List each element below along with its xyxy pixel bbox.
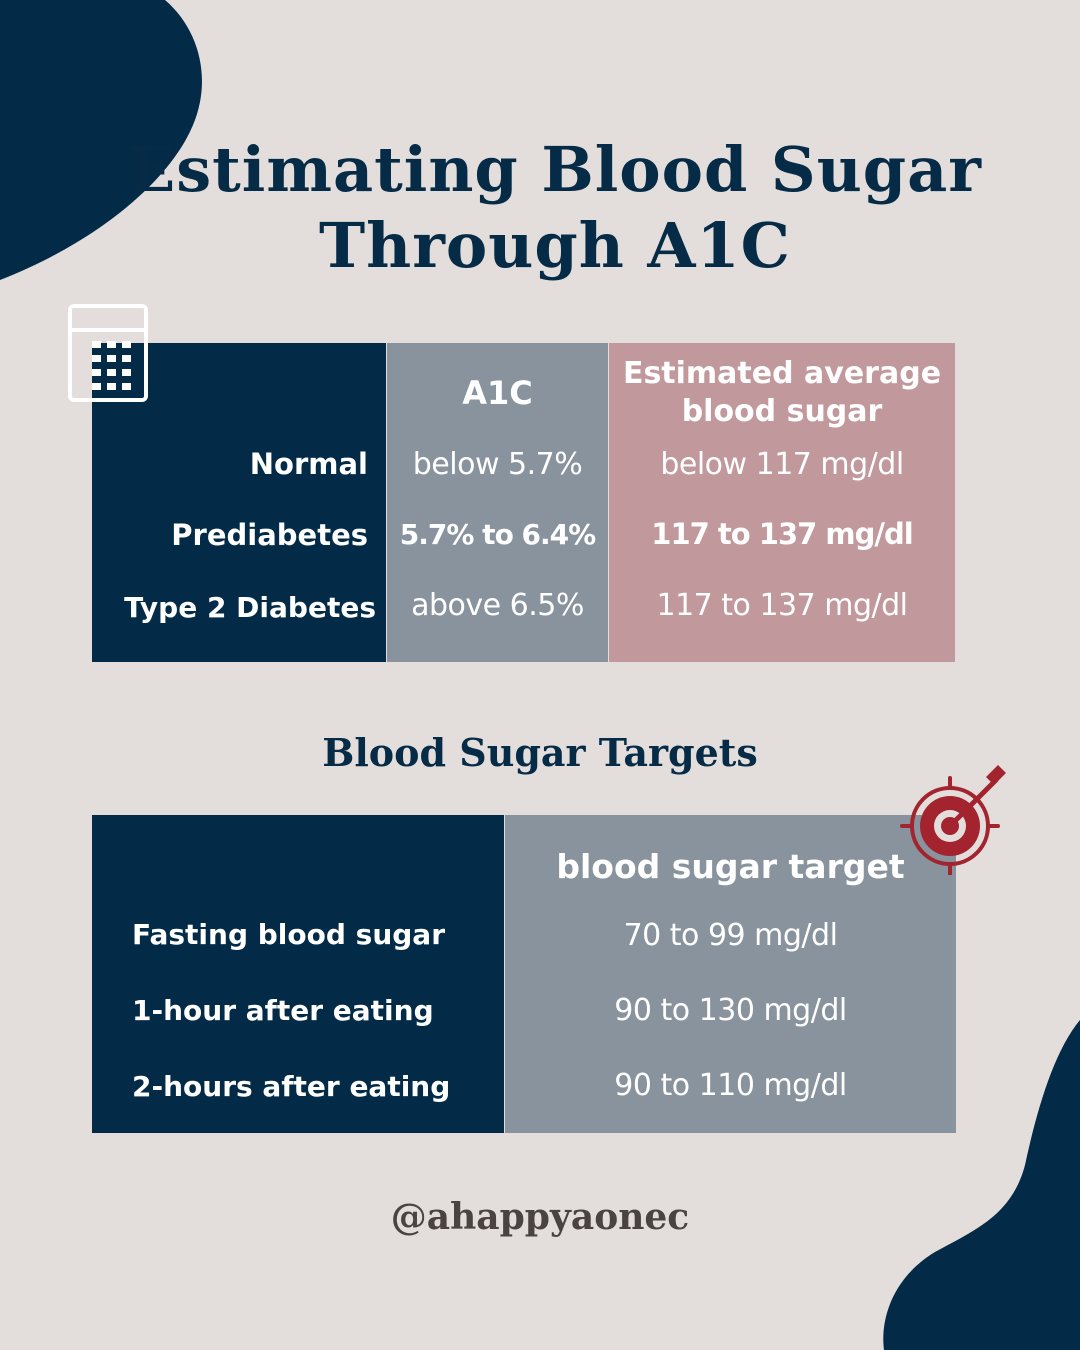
target-row-label-fasting: Fasting blood sugar [132,918,446,951]
label-column [92,343,386,662]
a1c-table: A1C Estimated average blood sugar Normal… [92,343,955,662]
estimate-header-line-2: blood sugar [681,394,883,429]
estimate-header: Estimated average blood sugar [609,355,955,431]
a1c-header: A1C [462,374,533,412]
estimate-value-prediabetes: 117 to 137 mg/dl [651,517,913,551]
targets-heading: Blood Sugar Targets [322,730,758,775]
estimate-value-type2: 117 to 137 mg/dl [656,588,909,623]
bottom-right-blob [883,1020,1080,1350]
top-left-blob [0,0,202,280]
target-value-2hours: 90 to 110 mg/dl [614,1068,847,1103]
a1c-value-normal: below 5.7% [412,447,583,482]
row-label-type2: Type 2 Diabetes [124,591,376,624]
calculator-icon [68,304,148,402]
title-line-2: Through A1C [319,209,791,282]
row-label-normal: Normal [249,447,368,481]
a1c-value-type2: above 6.5% [411,588,584,623]
target-value-fasting: 70 to 99 mg/dl [623,918,838,953]
estimate-header-line-1: Estimated average [622,356,942,391]
targets-table: blood sugar target Fasting blood sugar 7… [92,815,956,1133]
row-label-prediabetes: Prediabetes [171,518,368,552]
estimate-column [609,343,955,662]
target-label-column [92,815,504,1133]
target-value-column [505,815,956,1133]
page-title: Estimating Blood Sugar Through A1C [90,132,1020,284]
target-value-1hour: 90 to 130 mg/dl [614,993,847,1028]
a1c-column [387,343,608,662]
a1c-value-prediabetes: 5.7% to 6.4% [399,518,596,551]
target-arrow-icon [900,765,1006,875]
target-row-label-2hours: 2-hours after eating [132,1070,451,1103]
target-column-header: blood sugar target [556,847,905,886]
target-row-label-1hour: 1-hour after eating [132,994,434,1027]
estimate-value-normal: below 117 mg/dl [660,447,904,482]
title-line-1: Estimating Blood Sugar [128,133,982,206]
social-handle: @ahappyaonec [390,1196,690,1238]
